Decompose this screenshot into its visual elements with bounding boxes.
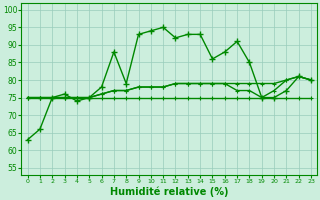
X-axis label: Humidité relative (%): Humidité relative (%): [110, 187, 228, 197]
